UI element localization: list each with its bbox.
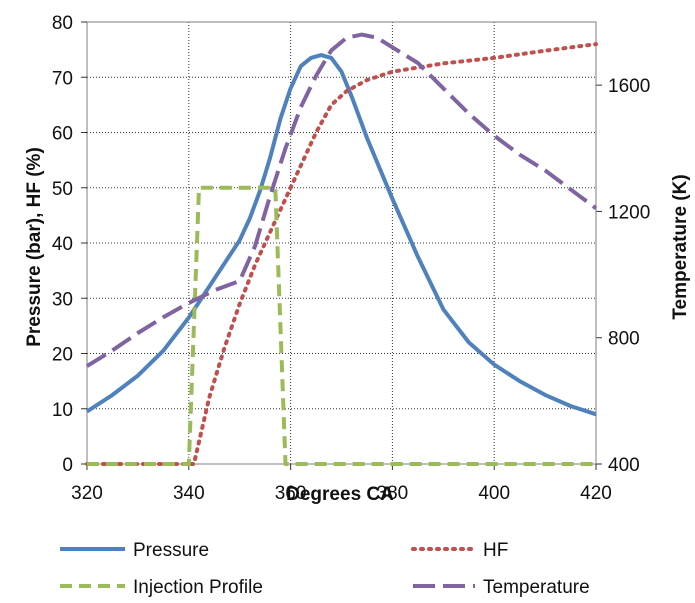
x-tick-label: 380 — [377, 483, 409, 504]
y-tick-label: 0 — [62, 455, 73, 476]
legend-label-pressure: Pressure — [133, 540, 209, 561]
y2-axis-title: Temperature (K) — [670, 174, 691, 319]
series-lines — [85, 32, 598, 466]
y-tick-label: 40 — [52, 234, 73, 255]
y2-tick-label: 800 — [608, 329, 640, 350]
series-line-injection-profile — [87, 185, 596, 466]
y-tick-label: 20 — [52, 345, 73, 366]
axes — [81, 21, 602, 470]
y-tick-label: 70 — [52, 68, 73, 89]
y2-tick-label: 400 — [608, 455, 640, 476]
legend-label-hf: HF — [483, 540, 508, 561]
x-tick-label: 360 — [275, 483, 307, 504]
series-line-pressure — [85, 53, 597, 417]
x-tick-label: 340 — [173, 483, 205, 504]
y-tick-label: 80 — [52, 13, 73, 34]
y2-tick-label: 1200 — [608, 202, 650, 223]
y2-tick-label: 1600 — [608, 76, 650, 97]
x-tick-label: 320 — [71, 483, 103, 504]
x-tick-label: 420 — [580, 483, 612, 504]
y-tick-label: 50 — [52, 179, 73, 200]
series-line-temperature — [85, 32, 598, 368]
legend-label-temperature: Temperature — [483, 577, 590, 598]
series-line-hf — [85, 42, 598, 466]
legend-label-injection-profile: Injection Profile — [133, 577, 263, 598]
y-tick-label: 10 — [52, 400, 73, 421]
x-tick-label: 400 — [478, 483, 510, 504]
y-tick-label: 30 — [52, 289, 73, 310]
y-axis-title: Pressure (bar), HF (%) — [24, 147, 45, 347]
y-tick-label: 60 — [52, 124, 73, 145]
legend: Pressure HF Injection Profile Temperatur… — [60, 540, 590, 598]
tick-labels: 0 10 20 30 40 50 60 70 80 320 340 360 380 400 420 400 80… — [52, 13, 650, 504]
grid — [87, 21, 597, 464]
x-axis-title: Degrees CA — [286, 484, 394, 505]
